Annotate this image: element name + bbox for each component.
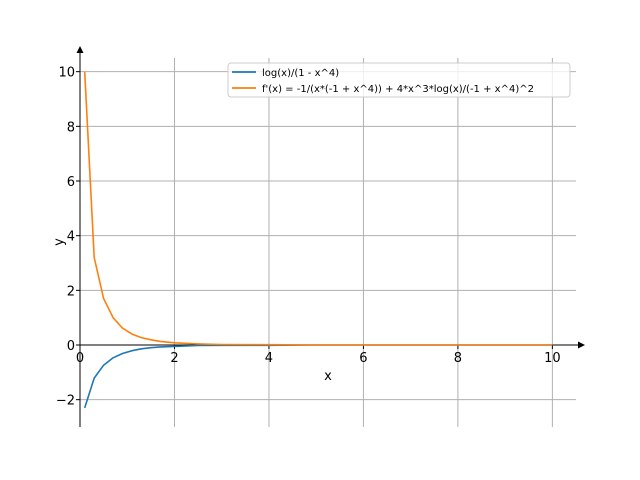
y-tick-label: 2 [67,284,75,299]
x-tick-label: 10 [544,351,561,366]
y-tick-label: 8 [67,120,75,135]
series-line-2 [83,71,553,346]
ticks: 0 2 4 6 8 10 −2 0 2 4 6 8 10 [56,66,561,409]
y-tick-label: 10 [58,66,75,81]
x-tick-label: 6 [359,351,367,366]
legend-label-1: log(x)/(1 - x^4) [262,68,339,79]
legend: log(x)/(1 - x^4) f'(x) = -1/(x*(-1 + x^4)… [227,62,571,98]
x-axis-arrow [578,341,585,349]
legend-label-2: f'(x) = -1/(x*(-1 + x^4)) + 4*x^3*log(x)… [262,84,534,95]
series-line-1 [83,344,553,409]
legend-box [227,62,571,98]
y-axis-label: y [52,238,67,246]
x-tick-label: 4 [265,351,273,366]
x-tick-label: 0 [76,351,84,366]
x-axis-label: x [324,369,332,384]
y-tick-label: −2 [56,394,75,409]
y-tick-label: 6 [67,175,75,190]
y-axis-arrow [76,46,84,53]
grid [80,58,576,427]
series-layer [83,71,553,409]
x-tick-label: 2 [170,351,178,366]
y-tick-label: 4 [67,230,75,245]
y-tick-label: 0 [67,339,75,354]
x-tick-label: 8 [454,351,462,366]
